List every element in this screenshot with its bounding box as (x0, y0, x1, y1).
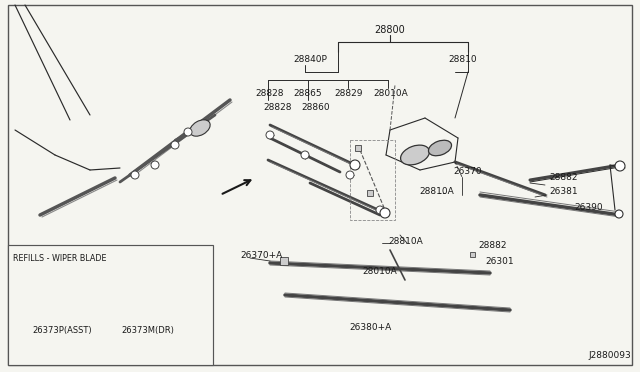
Circle shape (266, 131, 274, 139)
Text: 28810: 28810 (449, 55, 477, 64)
Circle shape (380, 208, 390, 218)
Text: 28882: 28882 (478, 241, 506, 250)
Circle shape (350, 160, 360, 170)
Circle shape (376, 206, 384, 214)
Text: 28840P: 28840P (293, 55, 327, 64)
Bar (470, 252, 475, 257)
Ellipse shape (190, 120, 210, 136)
Text: 28828: 28828 (256, 89, 284, 97)
Circle shape (615, 210, 623, 218)
Text: 26370+A: 26370+A (240, 250, 282, 260)
Text: 28860: 28860 (301, 103, 330, 112)
Ellipse shape (401, 145, 429, 165)
Circle shape (346, 171, 354, 179)
Text: 26301: 26301 (485, 257, 514, 266)
Bar (280, 257, 288, 265)
Text: 28010A: 28010A (362, 267, 397, 276)
Text: 28800: 28800 (374, 25, 405, 35)
Text: 28810A: 28810A (388, 237, 423, 246)
Text: 28829: 28829 (335, 89, 364, 97)
Text: 26370: 26370 (454, 167, 483, 176)
Bar (367, 190, 373, 196)
Text: 28865: 28865 (294, 89, 323, 97)
Text: 28828: 28828 (264, 103, 292, 112)
Text: 26373M(DR): 26373M(DR) (122, 326, 175, 334)
Text: 26373P(ASST): 26373P(ASST) (32, 326, 92, 334)
Circle shape (131, 171, 139, 179)
Bar (355, 145, 361, 151)
Text: 26380+A: 26380+A (349, 324, 391, 333)
Bar (8, 245, 213, 365)
Bar (350, 140, 395, 220)
Circle shape (301, 151, 309, 159)
Circle shape (615, 161, 625, 171)
Text: J2880093: J2880093 (589, 350, 632, 359)
Text: 28010A: 28010A (374, 89, 408, 97)
Text: 26390: 26390 (574, 202, 603, 212)
Circle shape (184, 128, 192, 136)
Text: 26381: 26381 (549, 187, 578, 196)
Circle shape (171, 141, 179, 149)
Text: REFILLS - WIPER BLADE: REFILLS - WIPER BLADE (13, 254, 106, 263)
Ellipse shape (428, 140, 452, 156)
Text: 28882: 28882 (549, 173, 577, 182)
Circle shape (151, 161, 159, 169)
Text: 28810A: 28810A (420, 187, 454, 196)
